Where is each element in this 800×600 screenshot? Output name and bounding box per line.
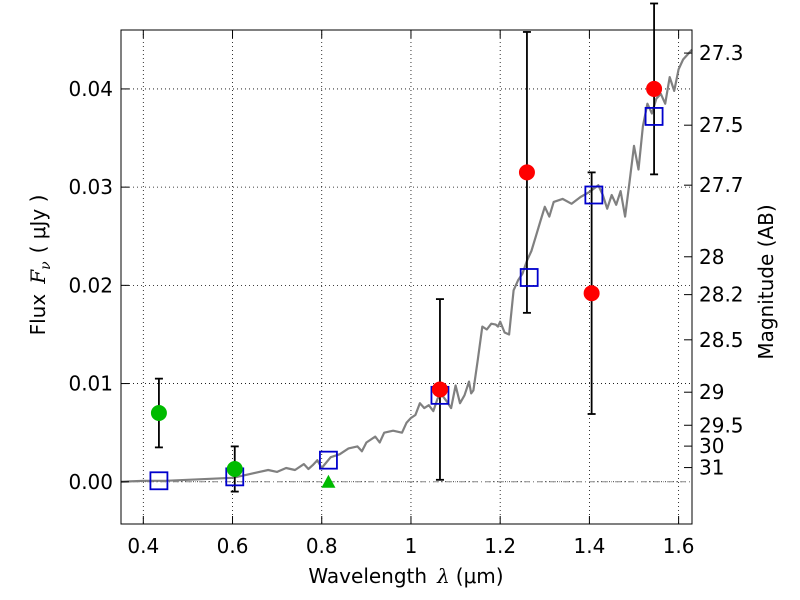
- x-tick-label: 0.6: [217, 534, 249, 558]
- y-axis-label: FluxFν( μJy ): [26, 195, 54, 336]
- upper-limit-marker: [321, 474, 336, 488]
- tick-labels: 0.4 0.6 0.8 1 1.2 1.4 1.6 0.00 0.01 0.02 0.03 0.04 2…: [68, 41, 743, 558]
- mag-tick-label: 30: [699, 434, 724, 458]
- observed-red-marker: [518, 164, 535, 181]
- model-flux-marker: [319, 450, 338, 470]
- tick-marks: [121, 30, 692, 524]
- mag-tick-label: 31: [699, 456, 724, 480]
- y-tick-label: 0.04: [68, 77, 113, 101]
- observed-red-marker: [646, 80, 663, 97]
- mag-tick-label: 28: [699, 245, 724, 269]
- right-axis-label: Magnitude (AB): [754, 204, 778, 359]
- template-sed-line: [120, 48, 693, 483]
- model-flux-marker: [644, 107, 664, 126]
- y-tick-label: 0.02: [68, 273, 113, 297]
- mag-tick-label: 27.3: [699, 41, 744, 65]
- mag-tick-label: 28.2: [699, 283, 744, 307]
- observed-green-marker: [226, 461, 243, 478]
- plot-area: [120, 2, 693, 493]
- plot-frame: [120, 29, 693, 525]
- y-tick-label: 0.01: [68, 372, 113, 396]
- x-tick-label: 1.6: [663, 534, 695, 558]
- observed-red-marker: [431, 381, 448, 398]
- mag-tick-label: 29: [699, 380, 724, 404]
- observed-red-marker: [583, 285, 600, 302]
- model-flux-marker: [149, 471, 169, 491]
- mag-tick-label: 27.7: [699, 173, 744, 197]
- grid-lines: [121, 30, 692, 524]
- x-tick-label: 1.2: [484, 534, 516, 558]
- x-tick-label: 0.8: [306, 534, 338, 558]
- y-tick-label: 0.00: [68, 470, 113, 494]
- mag-tick-label: 29.5: [699, 413, 744, 437]
- x-axis-label: Wavelength λ (μm): [308, 564, 503, 588]
- mag-tick-label: 27.5: [699, 113, 744, 137]
- mag-tick-label: 28.5: [699, 328, 744, 352]
- observed-green-marker: [150, 405, 167, 422]
- model-flux-marker: [584, 185, 604, 205]
- y-tick-label: 0.03: [68, 175, 113, 199]
- x-tick-label: 0.4: [127, 534, 159, 558]
- model-flux-marker: [519, 268, 539, 287]
- x-tick-label: 1: [405, 534, 418, 558]
- x-tick-label: 1.4: [573, 534, 605, 558]
